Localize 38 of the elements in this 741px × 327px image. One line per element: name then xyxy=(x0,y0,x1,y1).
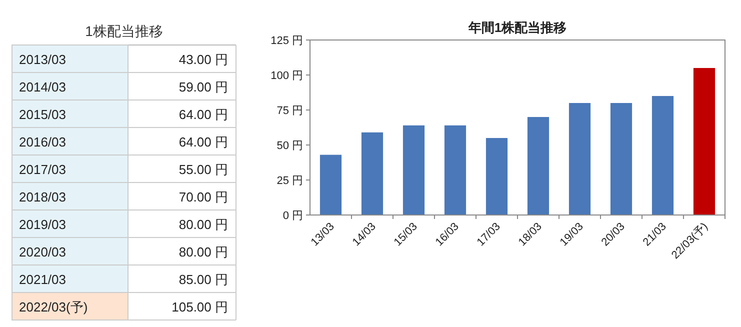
category-label: 2022/03(予) xyxy=(19,299,88,314)
bar xyxy=(652,96,674,215)
text: 80.00 円 xyxy=(178,216,228,232)
bar xyxy=(568,103,591,215)
category-label: 2015/03 xyxy=(19,106,66,122)
text: 80.00 円 xyxy=(178,244,228,260)
text: 59.00 円 xyxy=(178,79,228,94)
chart-title: 年間1株配当推移 xyxy=(467,20,567,35)
bar xyxy=(693,68,716,215)
category-label: 2020/03 xyxy=(19,244,66,260)
bar xyxy=(320,154,342,215)
text: 70.00 円 xyxy=(178,189,228,204)
bar xyxy=(402,125,425,215)
category-label: 2021/03 xyxy=(19,272,66,287)
text: 105.00 円 xyxy=(172,299,228,314)
bar xyxy=(486,138,508,215)
y-tick-label: 75 円 xyxy=(276,105,303,117)
text: 85.00 円 xyxy=(178,272,228,287)
text: 64.00 円 xyxy=(178,134,228,150)
category-label: 2014/03 xyxy=(19,79,66,94)
y-tick-label: 25 円 xyxy=(276,175,303,187)
text: 43.00 円 xyxy=(178,52,228,67)
bar xyxy=(610,103,632,215)
bar xyxy=(444,125,466,215)
category-label: 2017/03 xyxy=(19,162,66,177)
category-label: 2016/03 xyxy=(19,134,66,150)
category-label: 2013/03 xyxy=(19,52,66,67)
y-tick-label: 125 円 xyxy=(270,35,303,47)
category-label: 2019/03 xyxy=(19,216,66,232)
category-label: 2018/03 xyxy=(19,189,66,204)
text: 1株配当推移 xyxy=(85,23,163,39)
bar xyxy=(361,132,384,215)
bar xyxy=(527,117,550,215)
y-tick-label: 0 円 xyxy=(282,210,303,222)
y-tick-label: 100 円 xyxy=(270,70,303,82)
y-tick-label: 50 円 xyxy=(276,140,303,152)
text: 64.00 円 xyxy=(178,106,228,122)
text: 55.00 円 xyxy=(178,162,228,177)
